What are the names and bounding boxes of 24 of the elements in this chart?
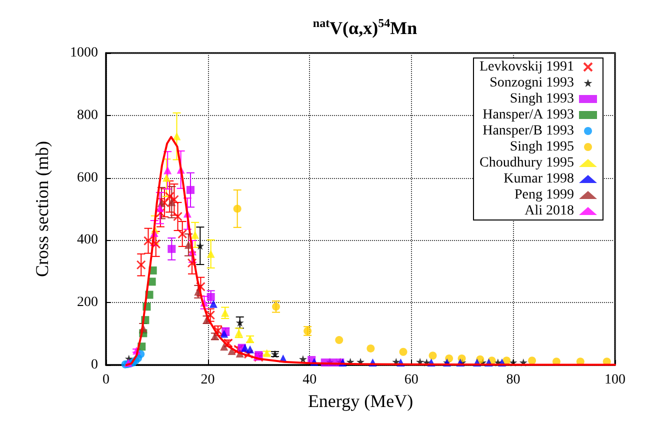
legend-label: Singh 1995 <box>510 140 574 154</box>
x-tick-label: 0 <box>102 372 110 388</box>
legend-label: Ali 2018 <box>524 204 574 218</box>
y-tick-label: 600 <box>77 170 98 186</box>
x-tick-label: 40 <box>302 372 317 388</box>
legend-label: Sonzogni 1993 <box>490 76 574 90</box>
x-axis-title: Energy (MeV) <box>308 390 414 411</box>
legend-label: Hansper/A 1993 <box>482 108 574 122</box>
x-tick-label: 80 <box>506 372 520 388</box>
x-tick-label: 60 <box>404 372 418 388</box>
legend-label: Levkovskij 1991 <box>480 60 574 74</box>
legend-label: Kumar 1998 <box>504 172 574 186</box>
y-tick-label: 800 <box>77 108 98 123</box>
legend-label: Singh 1993 <box>510 92 574 106</box>
x-tick-label: 100 <box>604 372 626 388</box>
legend-label: Choudhury 1995 <box>480 156 574 170</box>
y-tick-label: 400 <box>77 232 98 248</box>
x-tick-label: 20 <box>200 372 215 388</box>
y-tick-label: 0 <box>91 358 98 372</box>
legend-label: Hansper/B 1993 <box>482 124 574 138</box>
y-tick-label: 200 <box>77 295 98 310</box>
y-tick-label: 1000 <box>70 46 98 60</box>
legend-label: Peng 1999 <box>514 188 574 202</box>
y-axis-title: Cross section (mb) <box>32 141 52 277</box>
